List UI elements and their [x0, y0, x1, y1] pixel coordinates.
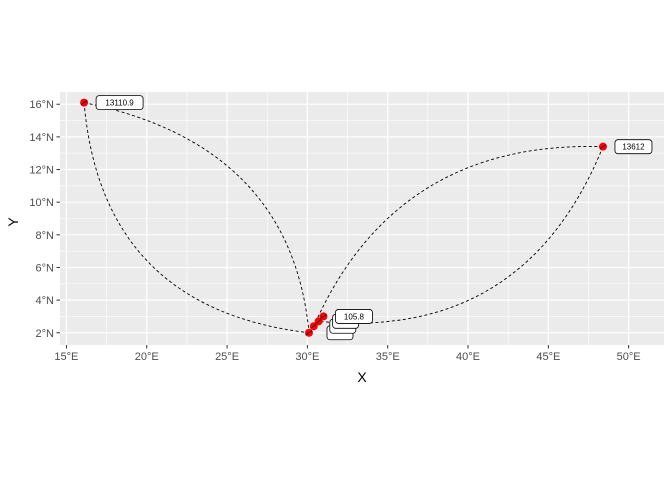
point-arrow	[310, 323, 318, 329]
point-arrow	[80, 100, 88, 105]
x-tick-label: 25°E	[215, 351, 239, 363]
x-axis-title: X	[357, 369, 367, 385]
x-tick-label: 20°E	[135, 351, 159, 363]
route-curve	[313, 146, 603, 327]
minor-gridlines	[60, 92, 664, 345]
point-arrow	[320, 314, 327, 319]
major-gridlines	[60, 92, 664, 345]
point-labels: 13110.9 13612 105.8	[95, 95, 653, 341]
x-tick-label: 40°E	[456, 351, 480, 363]
y-axis-title: Y	[5, 217, 21, 227]
y-tick-label: 14°N	[29, 132, 54, 144]
point-label: 13110.9	[105, 99, 134, 108]
point-label-box	[95, 95, 144, 111]
point-label-box	[614, 139, 653, 155]
data-points	[80, 98, 607, 337]
y-axis: 2°N 4°N 6°N 8°N 10°N 12°N 14°N 16°N	[29, 99, 60, 340]
x-tick-label: 15°E	[54, 351, 78, 363]
y-tick-label: 16°N	[29, 99, 54, 111]
point-arrow	[305, 330, 313, 336]
x-tick-label: 50°E	[617, 351, 641, 363]
point-label-box	[335, 309, 373, 324]
x-tick-label: 30°E	[295, 351, 319, 363]
point-label: 105.8	[344, 312, 365, 321]
x-axis: 15°E 20°E 25°E 30°E 35°E 40°E 45°E 50°E	[54, 345, 641, 363]
y-tick-label: 12°N	[29, 165, 54, 177]
point-arrow	[599, 144, 607, 150]
point-arrow	[315, 318, 322, 324]
y-tick-label: 8°N	[36, 230, 55, 242]
x-tick-label: 45°E	[536, 351, 560, 363]
y-tick-label: 10°N	[29, 197, 54, 209]
point-label: 13612	[622, 143, 645, 152]
y-tick-label: 6°N	[36, 262, 55, 274]
x-tick-label: 35°E	[376, 351, 400, 363]
y-tick-label: 4°N	[36, 295, 55, 307]
route-curve	[83, 102, 310, 334]
y-tick-label: 2°N	[36, 328, 55, 340]
